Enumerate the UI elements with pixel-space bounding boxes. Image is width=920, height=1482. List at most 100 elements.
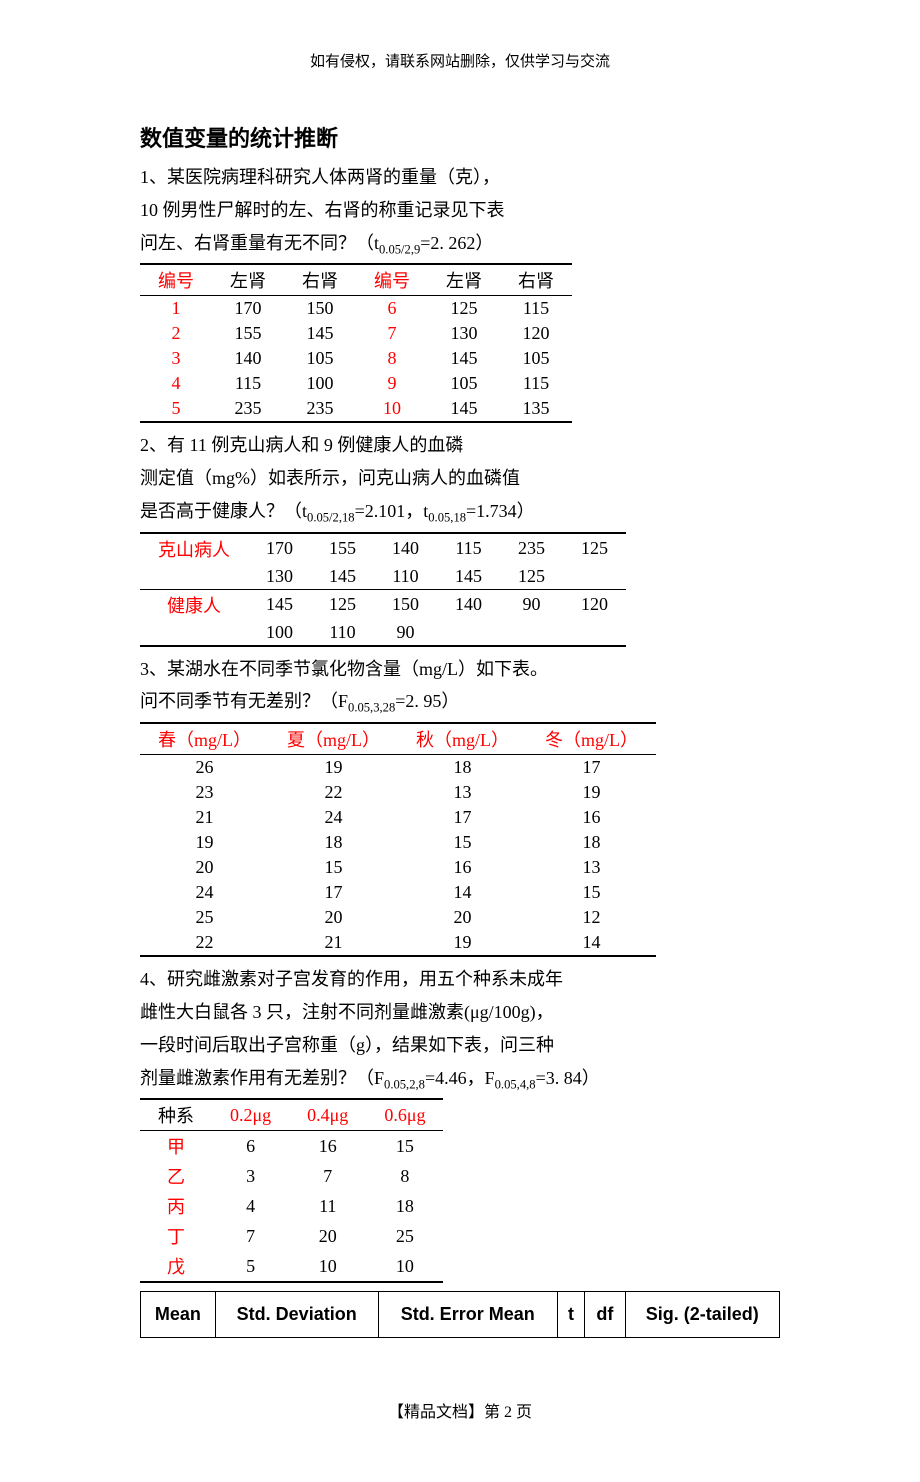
q1-line1: 1、某医院病理科研究人体两肾的重量（克）， bbox=[140, 163, 780, 192]
q4-l4s2: 0.05,4,8 bbox=[495, 1077, 536, 1091]
table-row: 健康人 14512515014090120 bbox=[140, 589, 626, 620]
table-row: 戊51010 bbox=[140, 1251, 443, 1282]
cell: 10 bbox=[289, 1251, 366, 1282]
stats-h1: Std. Deviation bbox=[215, 1292, 378, 1338]
cell: 16 bbox=[289, 1131, 366, 1162]
q1-h4: 左肾 bbox=[428, 264, 500, 296]
cell: 145 bbox=[428, 346, 500, 371]
q3-l2a: 问不同季节有无差别？（F bbox=[140, 691, 348, 711]
cell: 15 bbox=[269, 855, 398, 880]
q4-table: 种系 0.2μg 0.4μg 0.6μg 甲61615 乙378 丙41118 … bbox=[140, 1098, 443, 1283]
cell: 155 bbox=[212, 321, 284, 346]
cell: 150 bbox=[284, 296, 356, 322]
cell bbox=[563, 620, 626, 646]
page-title: 数值变量的统计推断 bbox=[140, 121, 780, 153]
cell: 140 bbox=[374, 533, 437, 564]
cell: 100 bbox=[284, 371, 356, 396]
cell: 235 bbox=[212, 396, 284, 422]
cell: 90 bbox=[500, 589, 563, 620]
q3-l2b: =2. 95） bbox=[395, 691, 459, 711]
q4-h0: 种系 bbox=[140, 1099, 212, 1131]
cell: 5 bbox=[140, 396, 212, 422]
q2-r1-label: 克山病人 bbox=[140, 533, 248, 564]
cell: 235 bbox=[500, 533, 563, 564]
cell: 170 bbox=[248, 533, 311, 564]
q3-h3: 冬（mg/L） bbox=[527, 723, 656, 755]
cell bbox=[563, 564, 626, 590]
cell: 115 bbox=[500, 371, 572, 396]
q2-l3b: =2.101，t bbox=[355, 501, 429, 521]
q1-h1: 左肾 bbox=[212, 264, 284, 296]
cell: 6 bbox=[212, 1131, 289, 1162]
cell: 24 bbox=[140, 880, 269, 905]
q1-h2: 右肾 bbox=[284, 264, 356, 296]
cell: 18 bbox=[398, 755, 527, 781]
table-row: 10011090 bbox=[140, 620, 626, 646]
cell: 21 bbox=[269, 930, 398, 956]
cell: 4 bbox=[212, 1191, 289, 1221]
table-row: 26191817 bbox=[140, 755, 656, 781]
cell: 12 bbox=[527, 905, 656, 930]
cell: 14 bbox=[527, 930, 656, 956]
cell: 22 bbox=[140, 930, 269, 956]
table-row: 20151613 bbox=[140, 855, 656, 880]
cell: 17 bbox=[527, 755, 656, 781]
q2-line2: 测定值（mg%）如表所示，问克山病人的血磷值 bbox=[140, 464, 780, 493]
cell: 乙 bbox=[140, 1161, 212, 1191]
cell: 14 bbox=[398, 880, 527, 905]
cell: 20 bbox=[398, 905, 527, 930]
q2-l3a: 是否高于健康人？（t bbox=[140, 501, 307, 521]
cell: 17 bbox=[398, 805, 527, 830]
footer: 【精品文档】第 2 页 bbox=[140, 1398, 780, 1422]
q4-line2: 雌性大白鼠各 3 只，注射不同剂量雌激素(μg/100g)， bbox=[140, 998, 780, 1027]
cell: 23 bbox=[140, 780, 269, 805]
cell: 25 bbox=[366, 1221, 443, 1251]
q4-l4c: =3. 84） bbox=[536, 1068, 600, 1088]
cell: 16 bbox=[527, 805, 656, 830]
q4-h3: 0.6μg bbox=[366, 1099, 443, 1131]
cell: 3 bbox=[140, 346, 212, 371]
cell: 18 bbox=[527, 830, 656, 855]
cell: 26 bbox=[140, 755, 269, 781]
cell: 115 bbox=[437, 533, 500, 564]
cell: 145 bbox=[284, 321, 356, 346]
q1-h3: 编号 bbox=[356, 264, 428, 296]
cell: 19 bbox=[527, 780, 656, 805]
cell: 145 bbox=[311, 564, 374, 590]
table-row: 丁72025 bbox=[140, 1221, 443, 1251]
cell: 3 bbox=[212, 1161, 289, 1191]
cell: 155 bbox=[311, 533, 374, 564]
cell: 135 bbox=[500, 396, 572, 422]
q2-line3: 是否高于健康人？（t0.05/2,18=2.101，t0.05,18=1.734… bbox=[140, 497, 780, 528]
stats-h0: Mean bbox=[141, 1292, 216, 1338]
cell: 24 bbox=[269, 805, 398, 830]
stats-h2: Std. Error Mean bbox=[378, 1292, 557, 1338]
header-note: 如有侵权，请联系网站删除，仅供学习与交流 bbox=[140, 50, 780, 71]
cell: 115 bbox=[500, 296, 572, 322]
cell: 8 bbox=[356, 346, 428, 371]
cell: 1 bbox=[140, 296, 212, 322]
q1-line2: 10 例男性尸解时的左、右肾的称重记录见下表 bbox=[140, 196, 780, 225]
q4-l4s1: 0.05,2,8 bbox=[384, 1077, 425, 1091]
cell: 140 bbox=[212, 346, 284, 371]
cell: 10 bbox=[356, 396, 428, 422]
cell: 9 bbox=[356, 371, 428, 396]
cell: 7 bbox=[289, 1161, 366, 1191]
cell: 145 bbox=[428, 396, 500, 422]
cell: 25 bbox=[140, 905, 269, 930]
q2-l3s1: 0.05/2,18 bbox=[307, 511, 355, 525]
cell: 90 bbox=[374, 620, 437, 646]
table-row: 甲61615 bbox=[140, 1131, 443, 1162]
q4-l4a: 剂量雌激素作用有无差别？（F bbox=[140, 1068, 384, 1088]
q3-h1: 夏（mg/L） bbox=[269, 723, 398, 755]
stats-h5: Sig. (2-tailed) bbox=[625, 1292, 779, 1338]
table-row: 21551457130120 bbox=[140, 321, 572, 346]
cell: 13 bbox=[398, 780, 527, 805]
cell: 120 bbox=[563, 589, 626, 620]
cell: 125 bbox=[563, 533, 626, 564]
cell: 丙 bbox=[140, 1191, 212, 1221]
cell: 20 bbox=[289, 1221, 366, 1251]
cell: 145 bbox=[437, 564, 500, 590]
stats-h4: df bbox=[585, 1292, 625, 1338]
q3-line2: 问不同季节有无差别？（F0.05,3,28=2. 95） bbox=[140, 687, 780, 718]
